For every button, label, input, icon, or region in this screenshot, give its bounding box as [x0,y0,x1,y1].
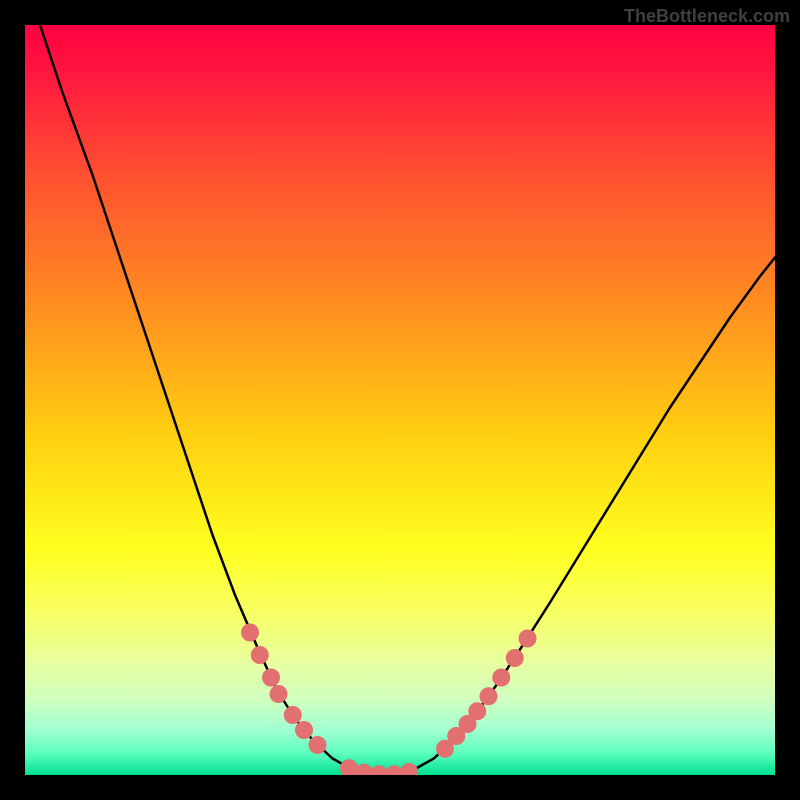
bead-marker [506,649,524,667]
bead-marker [309,736,327,754]
bead-marker [519,630,537,648]
chart-container: TheBottleneck.com [0,0,800,800]
bead-marker [284,706,302,724]
curve-layer [25,25,775,775]
bead-cluster-left [241,624,327,755]
bead-marker [480,687,498,705]
bead-cluster-bottom [340,759,418,775]
bottleneck-curve [40,25,775,774]
bead-marker [400,763,418,775]
bead-marker [251,646,269,664]
bead-marker [295,721,313,739]
bead-marker [262,669,280,687]
bead-marker [492,669,510,687]
plot-area [25,25,775,775]
bead-marker [270,685,288,703]
bead-marker [241,624,259,642]
bead-marker [468,702,486,720]
watermark-text: TheBottleneck.com [624,6,790,27]
